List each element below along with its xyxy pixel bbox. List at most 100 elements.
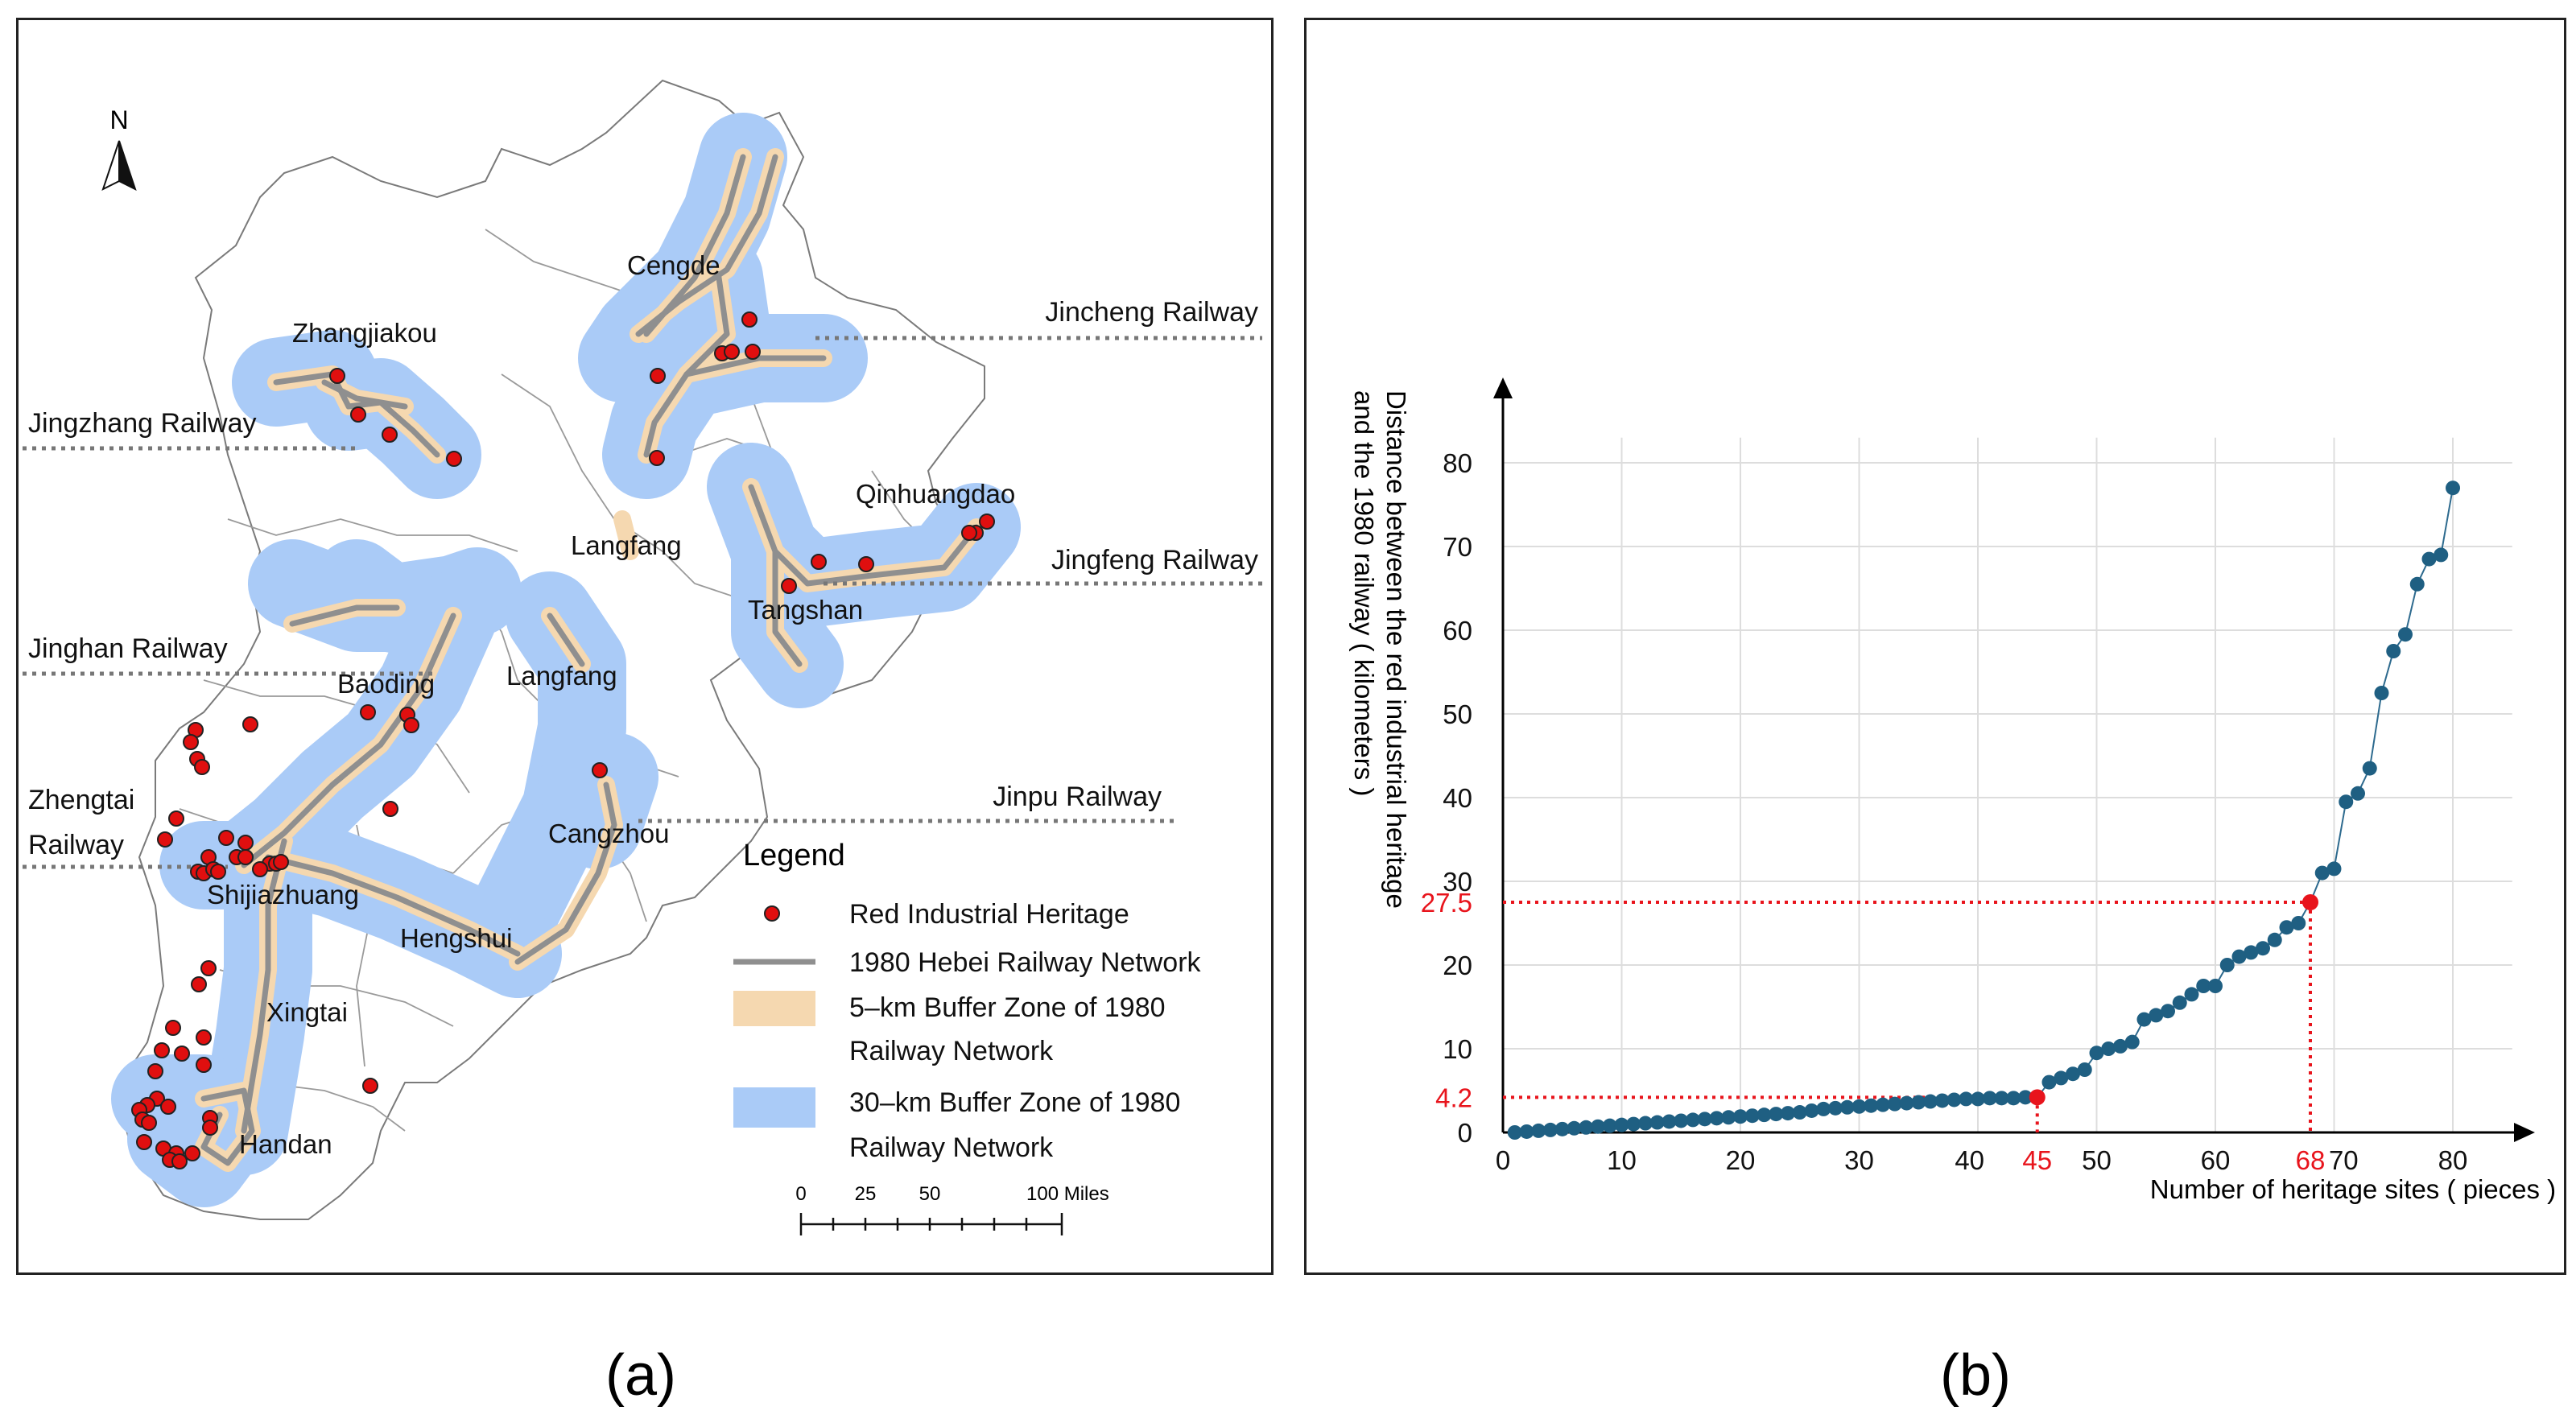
data-point-79 xyxy=(2434,547,2449,563)
annotation-y-4.2: 4.2 xyxy=(1435,1083,1472,1112)
data-point-30 xyxy=(1852,1099,1867,1114)
caption-b: (b) xyxy=(1940,1343,2011,1408)
data-point-70 xyxy=(2326,861,2342,876)
data-point-37 xyxy=(1934,1093,1950,1108)
x-tick-30: 30 xyxy=(1844,1145,1874,1175)
annotation-x-45: 45 xyxy=(2022,1145,2052,1175)
data-point-2 xyxy=(1519,1124,1534,1139)
y-tick-20: 20 xyxy=(1443,951,1472,980)
data-point-77 xyxy=(2409,576,2425,592)
data-point-53 xyxy=(2124,1034,2140,1050)
data-point-75 xyxy=(2386,644,2401,658)
x-tick-40: 40 xyxy=(1955,1145,1984,1175)
scale-bar xyxy=(799,1213,1063,1235)
data-point-64 xyxy=(2256,941,2270,956)
y-tick-0: 0 xyxy=(1458,1118,1472,1148)
data-point-9 xyxy=(1602,1118,1617,1133)
city-zhangjiakou: Zhangjiakou xyxy=(292,318,437,348)
city-hengshui: Hengshui xyxy=(400,923,512,953)
railway-indicator-lines xyxy=(23,336,1262,869)
data-point-16 xyxy=(1686,1112,1700,1128)
y-axis-arrow xyxy=(1493,377,1513,398)
data-point-40 xyxy=(1971,1091,1985,1107)
map-panel: N Zhangjiakou Cengde Qinhuangdao Langfan… xyxy=(16,18,1274,1275)
data-point-6 xyxy=(1567,1120,1582,1136)
y-tick-30: 30 xyxy=(1443,867,1472,897)
annotation-y-27.5: 27.5 xyxy=(1421,888,1472,918)
x-tick-10: 10 xyxy=(1607,1145,1637,1175)
y-tick-labels: 0 10 20 30 40 50 60 70 80 xyxy=(1443,448,1472,1148)
data-point-54 xyxy=(2136,1012,2152,1027)
data-point-38 xyxy=(1946,1092,1962,1107)
label-jinpu-railway: Jinpu Railway xyxy=(993,782,1162,812)
legend-title: Legend xyxy=(743,839,845,872)
y-tick-60: 60 xyxy=(1443,616,1472,646)
data-point-80 xyxy=(2446,481,2460,496)
legend-heritage-symbol xyxy=(764,905,780,922)
data-point-59 xyxy=(2196,979,2211,993)
legend-buffer30-label-2: Railway Network xyxy=(849,1132,1054,1163)
x-axis-title: Number of heritage sites ( pieces ) xyxy=(2150,1174,2556,1204)
data-point-78 xyxy=(2421,551,2437,567)
highlight-points xyxy=(2029,894,2318,1106)
heritage-distance-chart: 0 10 20 30 40 50 60 70 80 0 10 20 30 40 50 60 70 80 45 6… xyxy=(1349,377,2556,1204)
chart-panel: 0 10 20 30 40 50 60 70 80 0 10 20 30 40 50 60 70 80 45 6… xyxy=(1304,18,2566,1275)
legend-buffer30-symbol xyxy=(733,1087,815,1128)
data-point-62 xyxy=(2231,949,2247,964)
legend-buffer5-label-2: Railway Network xyxy=(849,1036,1054,1066)
data-point-29 xyxy=(1839,1099,1855,1115)
caption-a: (a) xyxy=(605,1343,676,1408)
data-point-44 xyxy=(2018,1090,2033,1105)
scale-label-100: 100 Miles xyxy=(1026,1183,1109,1205)
y-tick-70: 70 xyxy=(1443,532,1472,562)
data-point-55 xyxy=(2149,1008,2164,1023)
data-point-8 xyxy=(1591,1119,1605,1134)
data-point-10 xyxy=(1614,1117,1629,1132)
data-point-52 xyxy=(2113,1038,2128,1054)
data-point-49 xyxy=(2077,1062,2092,1077)
data-point-35 xyxy=(1911,1095,1926,1110)
data-point-7 xyxy=(1579,1120,1594,1135)
north-label: N xyxy=(109,105,128,134)
chart-grid xyxy=(1503,437,2512,1132)
label-jingzhang-railway: Jingzhang Railway xyxy=(28,408,257,439)
y-tick-50: 50 xyxy=(1443,699,1472,729)
data-point-5 xyxy=(1554,1121,1570,1136)
data-point-24 xyxy=(1781,1106,1795,1121)
city-langfang-south: Langfang xyxy=(506,661,617,691)
label-zhengtai-railway-1: Zhengtai xyxy=(28,785,134,815)
data-point-58 xyxy=(2184,987,2199,1002)
data-point-56 xyxy=(2161,1004,2175,1019)
data-point-74 xyxy=(2374,686,2389,700)
label-jincheng-railway: Jincheng Railway xyxy=(1045,297,1258,328)
scale-label-25: 25 xyxy=(855,1183,877,1205)
data-point-13 xyxy=(1649,1115,1665,1130)
data-point-12 xyxy=(1638,1116,1653,1131)
highlight-point-2 xyxy=(2302,894,2318,910)
data-point-76 xyxy=(2398,627,2413,642)
annotation-x-68: 68 xyxy=(2296,1145,2326,1175)
city-tangshan: Tangshan xyxy=(748,595,863,625)
data-point-34 xyxy=(1899,1095,1914,1111)
data-point-15 xyxy=(1674,1113,1689,1128)
data-point-43 xyxy=(2006,1091,2021,1106)
legend-buffer30-label-1: 30–km Buffer Zone of 1980 xyxy=(849,1087,1180,1118)
x-axis-arrow xyxy=(2514,1123,2535,1142)
x-tick-50: 50 xyxy=(2082,1145,2112,1175)
data-point-69 xyxy=(2314,865,2330,881)
y-tick-10: 10 xyxy=(1443,1034,1472,1064)
y-tick-40: 40 xyxy=(1443,783,1472,813)
data-point-41 xyxy=(1982,1091,1997,1106)
legend-heritage-label: Red Industrial Heritage xyxy=(849,899,1129,930)
data-point-67 xyxy=(2291,916,2306,930)
data-point-60 xyxy=(2208,979,2223,993)
city-langfang-north: Langfang xyxy=(571,530,682,560)
y-axis-title-2: and the 1980 railway ( kilometers ) xyxy=(1349,390,1379,796)
x-tick-80: 80 xyxy=(2438,1145,2468,1175)
data-point-71 xyxy=(2339,794,2354,810)
chart-axes xyxy=(1493,377,2535,1142)
data-point-42 xyxy=(1994,1091,2009,1106)
data-point-47 xyxy=(2054,1070,2069,1086)
north-arrow: N xyxy=(101,105,137,191)
data-point-22 xyxy=(1757,1107,1772,1123)
